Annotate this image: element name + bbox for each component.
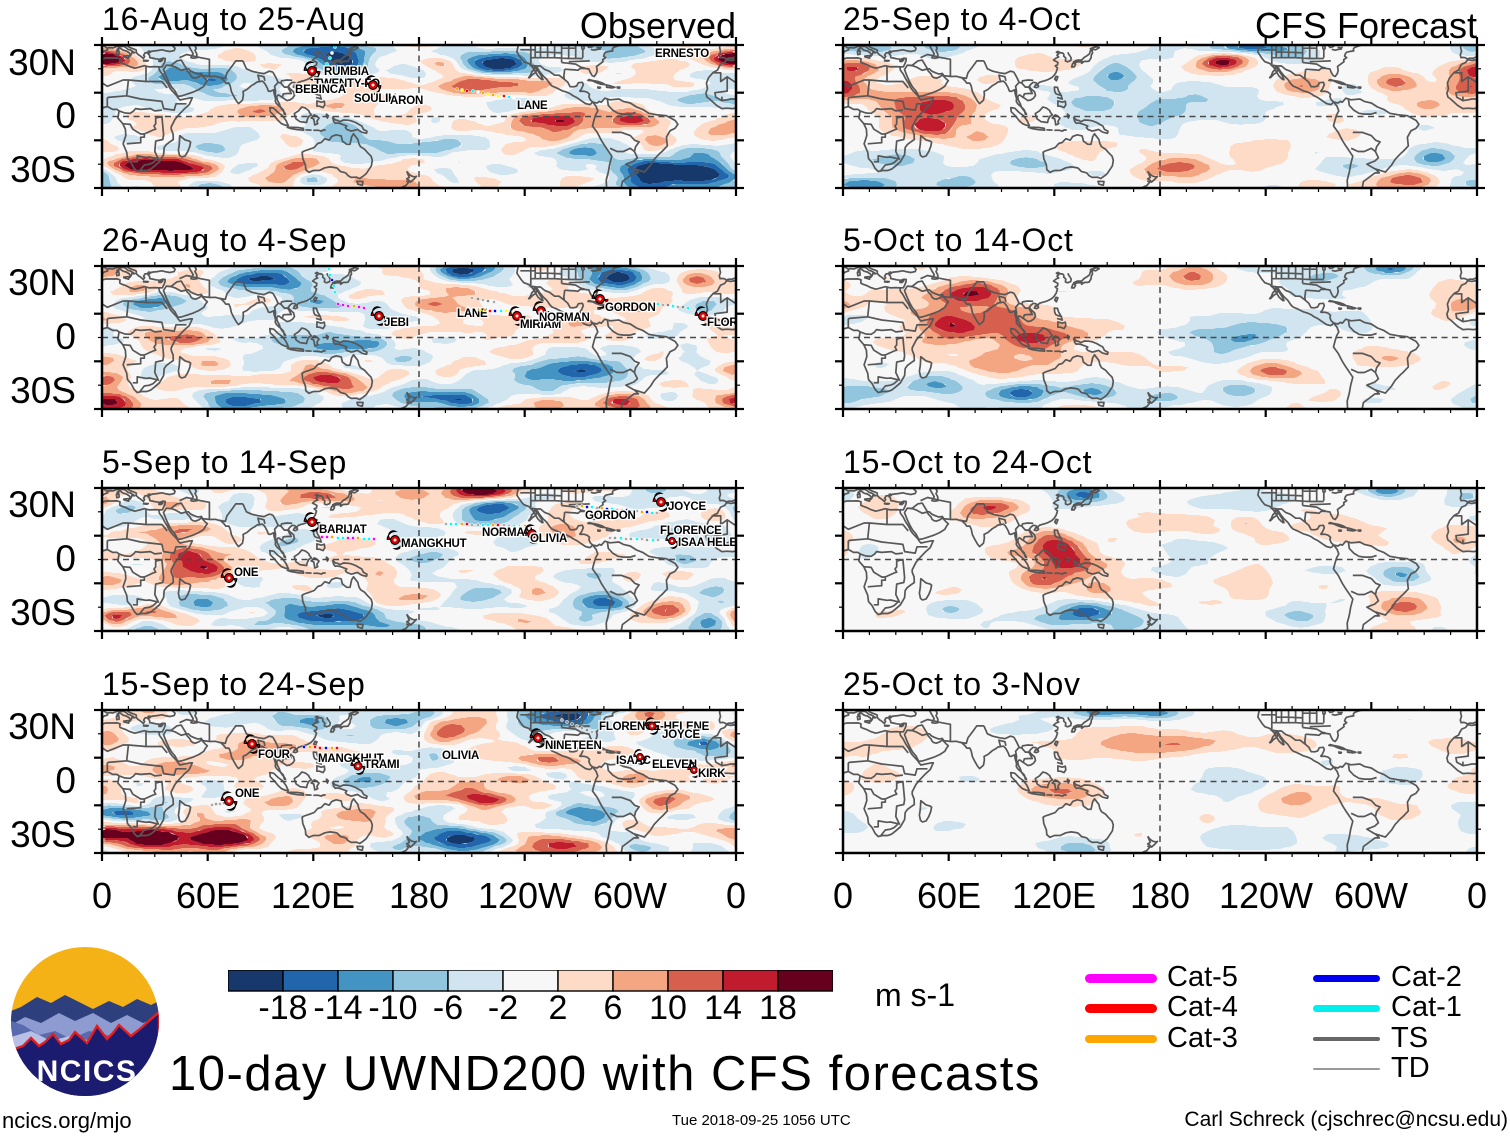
- svg-text:ONE: ONE: [235, 788, 260, 800]
- svg-text:-HELENE: -HELENE: [660, 721, 710, 733]
- svg-text:SOULIK: SOULIK: [354, 93, 397, 105]
- svg-text:JOYCE: JOYCE: [668, 501, 707, 513]
- svg-text:OLIVIA: OLIVIA: [530, 533, 567, 545]
- svg-text:MIRIAM: MIRIAM: [520, 319, 561, 331]
- svg-text:MANGKHUT: MANGKHUT: [318, 753, 384, 765]
- svg-text:KIRK: KIRK: [698, 768, 726, 780]
- svg-text:FLORENCE: FLORENCE: [660, 525, 722, 537]
- svg-text:BEBINCA: BEBINCA: [295, 84, 346, 96]
- svg-text:JEBI: JEBI: [384, 317, 409, 329]
- svg-text:OLIVIA: OLIVIA: [442, 750, 479, 762]
- svg-text:NORMAN: NORMAN: [539, 312, 590, 324]
- svg-text:NCICS: NCICS: [37, 1055, 138, 1088]
- svg-text:ELEVEN: ELEVEN: [652, 759, 697, 771]
- svg-text:LANE: LANE: [517, 100, 548, 112]
- svg-text:BARIJAT: BARIJAT: [319, 524, 367, 536]
- svg-text:GORDON: GORDON: [605, 302, 656, 314]
- svg-text:NINETEEN: NINETEEN: [545, 740, 602, 752]
- svg-text:FLORENC: FLORENC: [707, 317, 761, 329]
- svg-text:MANGKHUT: MANGKHUT: [401, 538, 467, 550]
- svg-text:GORDON: GORDON: [585, 510, 636, 522]
- svg-text:ONE: ONE: [234, 567, 259, 579]
- svg-text:HELENE: HELENE: [707, 537, 753, 549]
- svg-text:TRAMI: TRAMI: [364, 759, 399, 771]
- svg-text:FOUR: FOUR: [258, 749, 291, 761]
- svg-text:TWENTY-FO: TWENTY-FO: [314, 78, 380, 90]
- svg-text:ISAA: ISAA: [678, 537, 705, 549]
- svg-text:ARON: ARON: [390, 95, 423, 107]
- svg-text:NORMAN: NORMAN: [482, 527, 533, 539]
- svg-text:ERNESTO: ERNESTO: [655, 48, 709, 60]
- svg-text:RUMBIA: RUMBIA: [324, 66, 369, 78]
- svg-text:JOYCE: JOYCE: [662, 729, 701, 741]
